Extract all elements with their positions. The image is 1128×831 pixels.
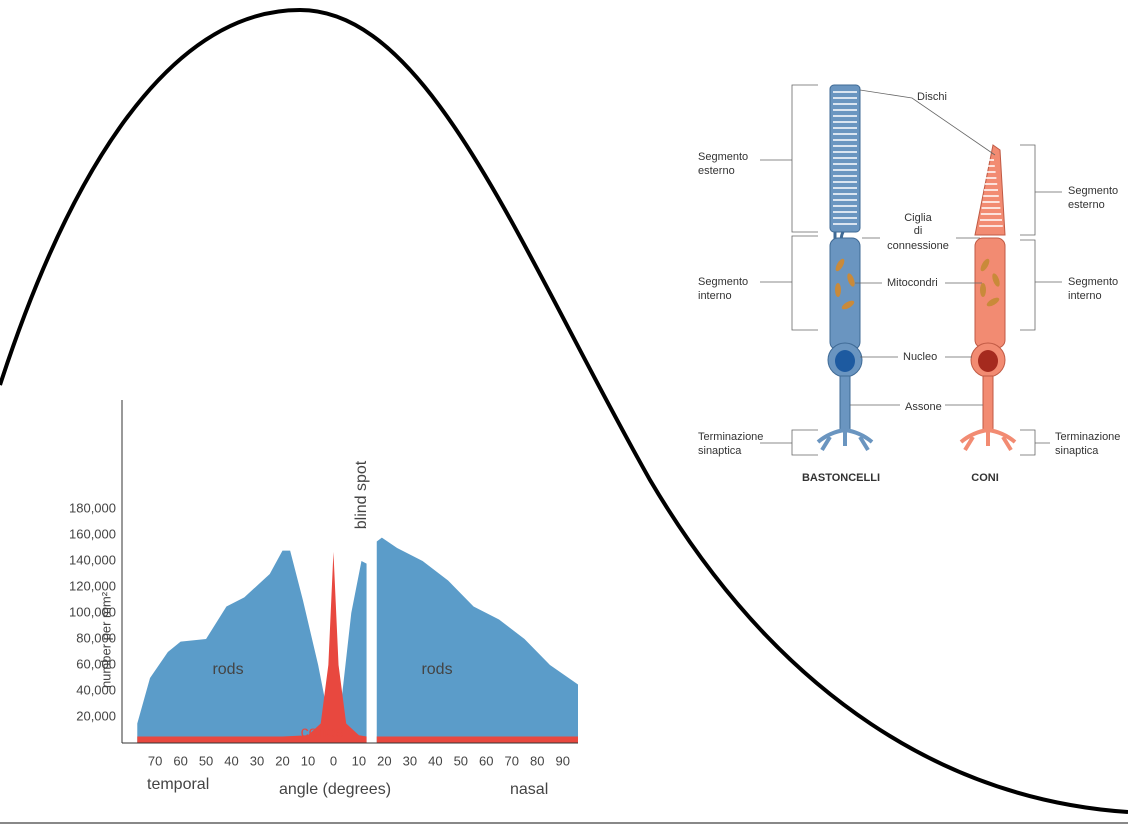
leader-line (850, 89, 996, 406)
y-tick-label: 20,000 (76, 708, 116, 723)
label: Ciglia (904, 212, 932, 224)
rod-inner (829, 237, 861, 351)
series-label: rods (421, 661, 452, 678)
x-tick-label: 90 (555, 753, 569, 768)
bracket (760, 84, 818, 456)
y-tick-label: 160,000 (69, 526, 116, 541)
bell-curve (0, 7, 1128, 814)
x-tick-label: 20 (377, 753, 391, 768)
label: Terminazione (1055, 431, 1120, 443)
label: connessione (887, 240, 949, 252)
bracket (1020, 144, 1062, 456)
x-tick-label: 10 (301, 753, 315, 768)
label: Segmento (698, 151, 748, 163)
series-label: cones (301, 724, 344, 741)
y-tick-label: 60,000 (76, 656, 116, 671)
cell-title: BASTONCELLI (802, 472, 880, 484)
y-tick-label: 180,000 (69, 500, 116, 515)
cone-axon (982, 375, 994, 433)
label: esterno (1068, 199, 1105, 211)
label: Nucleo (903, 351, 937, 363)
label: Segmento (1068, 276, 1118, 288)
label: Segmento (698, 276, 748, 288)
x-tick-label: 60 (479, 753, 493, 768)
label: Terminazione (698, 431, 763, 443)
blind-spot-label: blind spot (353, 460, 370, 529)
x-tick-label: 50 (454, 753, 468, 768)
y-tick-label: 100,000 (69, 604, 116, 619)
cell-title: CONI (971, 472, 999, 484)
y-tick-label: 80,000 (76, 630, 116, 645)
rod-axon (839, 375, 851, 433)
x-tick-label: 70 (505, 753, 519, 768)
area-0 (137, 537, 578, 743)
density-chart: number per mm² angle (degrees) temporal … (69, 400, 578, 798)
x-tick-label: 30 (250, 753, 264, 768)
x-tick-label: 40 (428, 753, 442, 768)
rod-terminal (816, 428, 874, 452)
x-tick-label: 10 (352, 753, 366, 768)
x-tick-label: 20 (275, 753, 289, 768)
cone-inner (974, 237, 1006, 349)
photoreceptor-diagram: Dischi Ciglia di connessione Mitocondri … (698, 84, 1120, 484)
label: Dischi (917, 91, 947, 103)
label: di (914, 225, 923, 237)
side-label: nasal (510, 781, 548, 798)
x-tick-label: 50 (199, 753, 213, 768)
y-tick-label: 120,000 (69, 578, 116, 593)
label: interno (698, 290, 732, 302)
y-tick-label: 140,000 (69, 552, 116, 567)
x-tick-label: 70 (148, 753, 162, 768)
rod-nucleus (835, 350, 855, 372)
label: sinaptica (1055, 445, 1099, 457)
label: Segmento (1068, 185, 1118, 197)
y-tick-label: 40,000 (76, 682, 116, 697)
x-tick-label: 80 (530, 753, 544, 768)
x-tick-label: 60 (173, 753, 187, 768)
x-tick-label: 40 (224, 753, 238, 768)
label: Mitocondri (887, 277, 938, 289)
x-axis-title: angle (degrees) (279, 781, 391, 798)
cone-terminal (959, 428, 1017, 452)
y-axis-title: number per mm² (98, 591, 113, 688)
label: esterno (698, 165, 735, 177)
series-label: rods (212, 661, 243, 678)
x-tick-label: 0 (330, 753, 337, 768)
side-label: temporal (147, 776, 209, 793)
label: interno (1068, 290, 1102, 302)
x-tick-label: 30 (403, 753, 417, 768)
label: Assone (905, 401, 942, 413)
label: sinaptica (698, 445, 742, 457)
cone-nucleus (978, 350, 998, 372)
